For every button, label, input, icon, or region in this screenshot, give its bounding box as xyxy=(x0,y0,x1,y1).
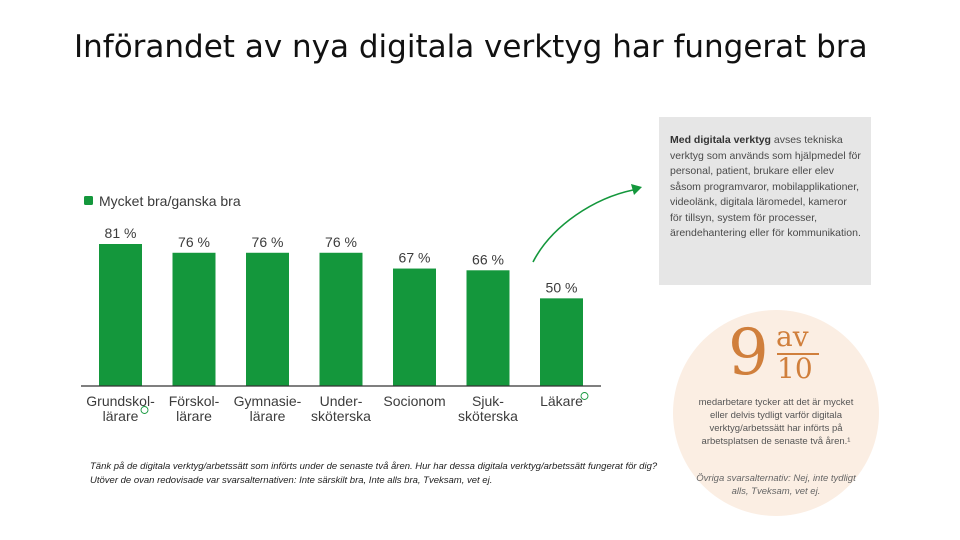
stat-description: medarbetare tycker att det är mycket ell… xyxy=(698,397,854,447)
slide-title: Införandet av nya digitala verktyg har f… xyxy=(74,29,868,65)
definition-box: Med digitala verktyg avses tekniska verk… xyxy=(659,117,871,285)
footnote-marker-icon xyxy=(580,392,589,400)
category-tick-label: Gymnasie- xyxy=(234,393,302,409)
bar xyxy=(393,268,436,386)
data-label: 66 % xyxy=(472,251,504,267)
legend-label: Mycket bra/ganska bra xyxy=(99,193,241,209)
definition-term: Med digitala verktyg xyxy=(670,134,771,146)
data-label: 50 % xyxy=(546,279,578,295)
category-tick-label: Under- xyxy=(320,393,363,409)
stat-circle: 9 av 10 medarbetare tycker att det är my… xyxy=(673,310,879,516)
data-label: 81 % xyxy=(105,225,137,241)
category-tick-label: Sjuk- xyxy=(472,393,504,409)
bar xyxy=(172,252,216,386)
category-tick-label: Socionom xyxy=(383,393,445,409)
category-tick-label: lärare xyxy=(103,408,139,424)
category-tick-label: Läkare xyxy=(540,393,583,409)
stat-number: 9 xyxy=(728,316,769,390)
data-label: 76 % xyxy=(178,234,210,250)
stat-other-answers: Övriga svarsalternativ: Nej, inte tydlig… xyxy=(696,473,856,497)
bar xyxy=(246,252,289,386)
category-tick-label: Förskol- xyxy=(169,393,220,409)
stat-fraction-top: av xyxy=(776,320,809,353)
data-label: 76 % xyxy=(325,234,357,250)
footnote-marker-icon xyxy=(140,406,149,414)
category-tick-label: sköterska xyxy=(458,408,518,424)
bar xyxy=(99,244,142,386)
category-tick-label: sköterska xyxy=(311,408,371,424)
definition-text: avses tekniska verktyg som används som h… xyxy=(670,134,861,239)
bar xyxy=(319,252,363,386)
stat-fraction-bottom: 10 xyxy=(777,352,813,385)
legend-swatch xyxy=(84,196,93,205)
bar xyxy=(540,298,583,386)
bar xyxy=(466,270,510,386)
stat-fraction-divider xyxy=(777,353,819,355)
category-tick-label: lärare xyxy=(250,408,286,424)
arrow-head-icon xyxy=(631,184,642,195)
chart-footnote: Tänk på de digitala verktyg/arbetssätt s… xyxy=(90,461,658,486)
data-label: 67 % xyxy=(399,250,431,266)
curved-arrow-icon xyxy=(532,189,634,263)
category-tick-label: lärare xyxy=(176,408,212,424)
data-label: 76 % xyxy=(252,234,284,250)
category-tick-label: Grundskol- xyxy=(86,393,155,409)
